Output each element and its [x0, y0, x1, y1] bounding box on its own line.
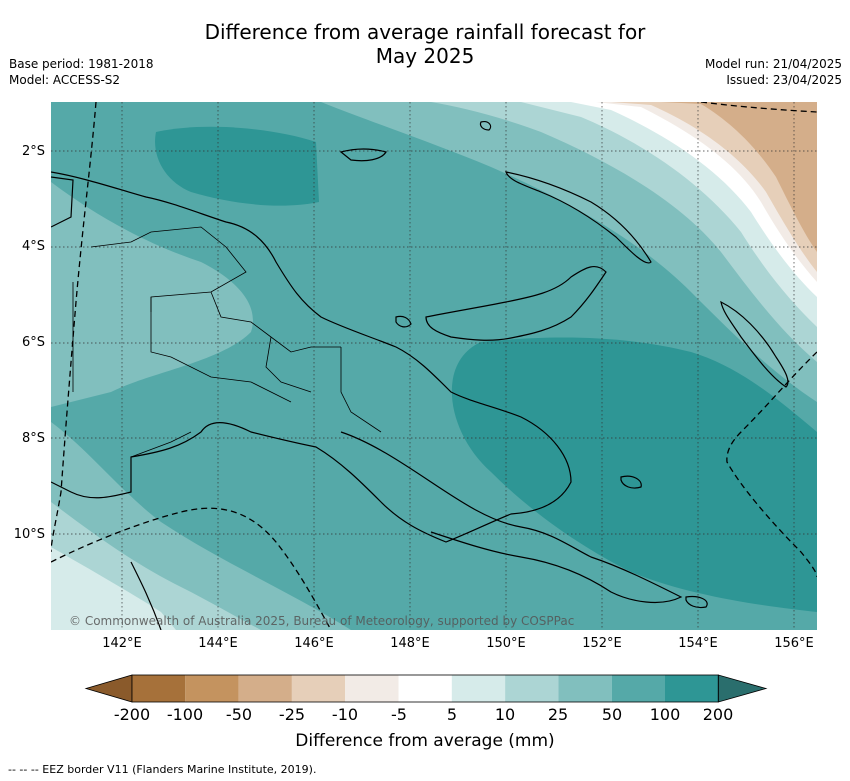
manus-coast [339, 148, 387, 162]
lon-label-148e: 148°E [390, 636, 430, 651]
lon-label-144e: 144°E [198, 636, 238, 651]
meta-right: Model run: 21/04/2025 Issued: 23/04/2025 [705, 56, 842, 88]
island-2 [620, 475, 642, 489]
eez-legend-footer: -- -- -- EEZ border V11 (Flanders Marine… [8, 763, 317, 776]
lon-label-156e: 156°E [774, 636, 814, 651]
colorbar-swatch [185, 675, 239, 702]
colorbar-tick: 5 [446, 705, 458, 724]
band-minus50-minus25-ne [661, 102, 817, 252]
colorbar-swatch [665, 675, 719, 702]
new-ireland-coast [505, 171, 652, 264]
birds-head-coast [51, 176, 74, 228]
colorbar-swatch [398, 675, 452, 702]
colorbar [84, 674, 768, 703]
meta-left: Base period: 1981-2018 Model: ACCESS-S2 [9, 56, 154, 88]
lon-label-152e: 152°E [582, 636, 622, 651]
band-5-10-sw [51, 547, 176, 630]
colorbar-under-triangle [84, 674, 133, 703]
lat-label-8s: 8°S [21, 431, 45, 446]
colorbar-over-triangle [717, 674, 768, 703]
lon-label-154e: 154°E [678, 636, 718, 651]
eez-borders [51, 102, 817, 630]
bougainville-coast [720, 300, 789, 388]
cape-york-coast [130, 561, 162, 630]
colorbar-tick: -10 [331, 705, 359, 724]
lon-label-142e: 142°E [102, 636, 142, 651]
colorbar-swatch [451, 675, 506, 702]
graticule [51, 102, 817, 630]
model-run: Model run: 21/04/2025 [704, 57, 842, 71]
lat-label-10s: 10°S [13, 527, 45, 542]
island-4 [479, 121, 492, 131]
colorbar-frame [131, 674, 719, 703]
colorbar-tick: -5 [391, 705, 407, 724]
lat-label-4s: 4°S [21, 239, 45, 254]
copyright-notice: © Commonwealth of Australia 2025, Bureau… [69, 614, 574, 628]
coastlines [51, 121, 789, 630]
colorbar-tick: -25 [278, 705, 306, 724]
lon-label-146e: 146°E [294, 636, 334, 651]
band-100-200-southeast [451, 337, 817, 612]
colorbar-swatch [238, 675, 292, 702]
colorbar-tick: 200 [702, 705, 734, 724]
island-3 [685, 595, 708, 609]
colorbar-swatch [291, 675, 346, 702]
lon-label-150e: 150°E [486, 636, 526, 651]
band-25-50-west [51, 182, 253, 407]
colorbar-swatch [132, 675, 186, 702]
colorbar-tick: -50 [225, 705, 253, 724]
colorbar-swatch [611, 675, 665, 702]
colorbar-swatch [558, 675, 612, 702]
lat-label-2s: 2°S [21, 144, 45, 159]
colorbar-tick: 10 [494, 705, 516, 724]
model-name: Model: ACCESS-S2 [9, 73, 121, 87]
colorbar-tick: 50 [601, 705, 623, 724]
colorbar-tick: 25 [547, 705, 569, 724]
lat-label-6s: 6°S [21, 335, 45, 350]
new-guinea-coast [51, 171, 572, 543]
base-period: Base period: 1981-2018 [9, 57, 154, 71]
colorbar-label: Difference from average (mm) [295, 731, 555, 751]
band-100-200-north [155, 126, 319, 206]
province-borders [72, 226, 382, 458]
rainfall-map: © Commonwealth of Australia 2025, Bureau… [51, 102, 817, 630]
island-1 [395, 315, 412, 328]
png-tail-coast [340, 431, 683, 603]
colorbar-swatch [505, 675, 559, 702]
colorbar-swatch [345, 675, 399, 702]
map-title: Difference from average rainfall forecas… [0, 20, 850, 68]
title-line-1: Difference from average rainfall forecas… [204, 20, 646, 44]
colorbar-tick: 100 [649, 705, 681, 724]
colorbar-tick: -100 [166, 705, 204, 724]
new-britain-coast [425, 265, 607, 341]
title-line-2: May 2025 [375, 44, 475, 68]
issued-date: Issued: 23/04/2025 [726, 73, 842, 87]
colorbar-tick: -200 [113, 705, 151, 724]
